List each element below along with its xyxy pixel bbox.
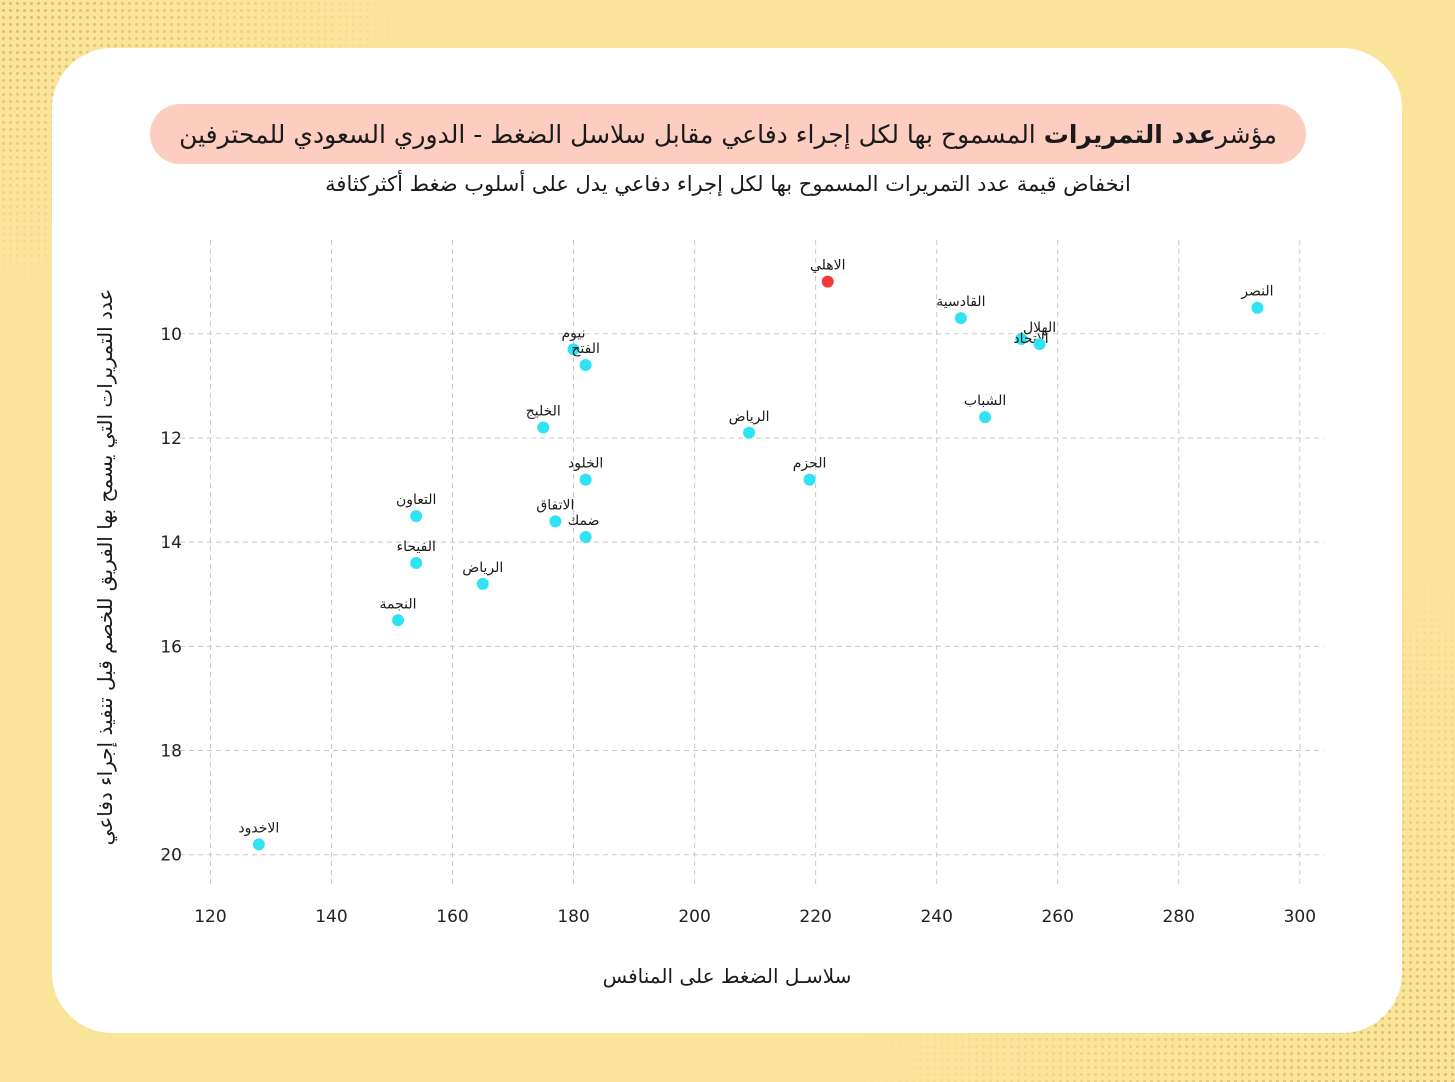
data-point bbox=[579, 359, 592, 372]
chart-title: مؤشر عدد التمريرات المسموح بها لكل إجراء … bbox=[150, 104, 1306, 164]
point-label: الحزم bbox=[793, 456, 827, 472]
y-tick-label: 18 bbox=[160, 742, 182, 762]
data-point bbox=[392, 614, 405, 627]
x-tick-label: 200 bbox=[678, 907, 710, 927]
point-label: الرياض bbox=[729, 409, 770, 425]
point-label: الهلال bbox=[1023, 320, 1056, 336]
point-label: الاخدود bbox=[238, 820, 279, 836]
title-bold: عدد التمريرات bbox=[1043, 119, 1216, 149]
y-tick-labels: 10 12 14 16 18 20 bbox=[160, 325, 182, 866]
data-point bbox=[954, 312, 967, 325]
chart-subtitle: انخفاض قيمة عدد التمريرات المسموح بها لك… bbox=[325, 172, 1131, 196]
data-point bbox=[537, 421, 550, 434]
point-label: القادسية bbox=[936, 294, 985, 310]
point-label: النجمة bbox=[380, 596, 417, 612]
x-tick-label: 160 bbox=[436, 907, 468, 927]
point-label: الفيحاء bbox=[397, 539, 436, 555]
data-point bbox=[476, 577, 489, 590]
data-point bbox=[549, 515, 562, 528]
data-point bbox=[579, 530, 592, 543]
x-tick-label: 120 bbox=[194, 907, 226, 927]
point-label: الرياض bbox=[462, 560, 503, 576]
point-label: التعاون bbox=[396, 492, 436, 508]
y-axis-title: عدد التمريرات التي يسمح بها الفريق للخصم… bbox=[93, 289, 118, 846]
point-label: النصر bbox=[1240, 284, 1273, 300]
x-tick-label: 260 bbox=[1041, 907, 1073, 927]
data-point bbox=[743, 426, 756, 439]
x-tick-label: 140 bbox=[315, 907, 347, 927]
data-point bbox=[410, 557, 423, 569]
data-point bbox=[567, 343, 580, 356]
data-point bbox=[1251, 301, 1264, 314]
point-label: الفتح bbox=[571, 341, 600, 357]
data-points: الاهليالنصرالقادسيةالاتحادالهلالنيومالفت… bbox=[238, 258, 1274, 851]
data-point bbox=[410, 510, 423, 523]
y-tick-label: 12 bbox=[160, 429, 182, 449]
x-tick-label: 240 bbox=[920, 907, 952, 927]
grid-lines bbox=[162, 240, 1324, 886]
point-label: الخليج bbox=[526, 404, 561, 420]
x-axis-title: سلاسـل الضغط على المنافس bbox=[603, 964, 852, 988]
data-point bbox=[803, 473, 816, 486]
data-point bbox=[979, 411, 992, 424]
y-tick-label: 10 bbox=[160, 325, 182, 345]
x-tick-label: 300 bbox=[1284, 907, 1316, 927]
data-point bbox=[1015, 332, 1028, 345]
data-point bbox=[252, 838, 265, 851]
point-label: نيوم bbox=[562, 325, 586, 341]
point-label: الخلود bbox=[568, 456, 603, 472]
point-label: ضمك bbox=[568, 513, 600, 529]
y-tick-label: 20 bbox=[160, 846, 182, 866]
title-prefix: مؤشر bbox=[1215, 119, 1277, 149]
data-point bbox=[579, 473, 592, 486]
y-tick-label: 16 bbox=[160, 637, 182, 657]
point-label: الشباب bbox=[964, 393, 1006, 409]
x-tick-labels: 120 140 160 180 200 220 240 260 280 300 bbox=[194, 907, 1316, 927]
point-label: الاهلي bbox=[810, 258, 846, 274]
chart-card bbox=[52, 48, 1402, 1033]
y-tick-label: 14 bbox=[160, 533, 182, 553]
x-tick-label: 220 bbox=[799, 907, 831, 927]
x-tick-label: 180 bbox=[557, 907, 589, 927]
x-tick-label: 280 bbox=[1163, 907, 1195, 927]
point-label: الاتفاق bbox=[536, 497, 574, 513]
data-point bbox=[1033, 338, 1046, 351]
title-rest: المسموح بها لكل إجراء دفاعي مقابل سلاسل … bbox=[179, 119, 1036, 149]
data-point-highlight bbox=[821, 275, 834, 288]
